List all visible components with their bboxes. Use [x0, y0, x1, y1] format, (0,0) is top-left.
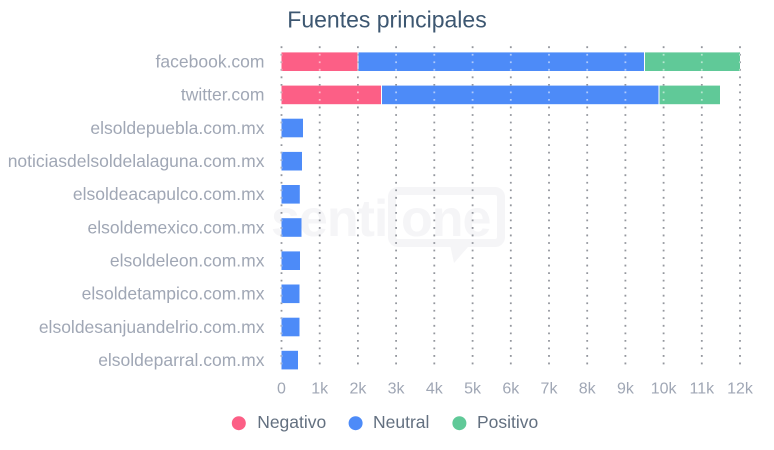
svg-text:elsoldesanjuandelrio.com.mx: elsoldesanjuandelrio.com.mx: [39, 317, 265, 337]
svg-text:Fuentes principales: Fuentes principales: [287, 6, 486, 32]
svg-text:elsoldeparral.com.mx: elsoldeparral.com.mx: [98, 350, 265, 370]
svg-text:8k: 8k: [579, 381, 597, 398]
svg-text:1k: 1k: [311, 381, 329, 398]
svg-text:Positivo: Positivo: [477, 412, 538, 432]
svg-text:Neutral: Neutral: [373, 412, 429, 432]
svg-text:5k: 5k: [464, 381, 482, 398]
svg-text:elsoldepuebla.com.mx: elsoldepuebla.com.mx: [90, 118, 264, 138]
svg-text:elsoldeacapulco.com.mx: elsoldeacapulco.com.mx: [73, 184, 265, 204]
svg-text:elsoldeleon.com.mx: elsoldeleon.com.mx: [110, 251, 265, 271]
svg-text:one: one: [401, 190, 491, 248]
svg-text:4k: 4k: [426, 381, 444, 398]
svg-text:elsoldemexico.com.mx: elsoldemexico.com.mx: [88, 217, 265, 237]
svg-text:twitter.com: twitter.com: [181, 85, 265, 105]
svg-text:6k: 6k: [502, 381, 520, 398]
svg-text:facebook.com: facebook.com: [156, 52, 265, 72]
svg-text:12k: 12k: [727, 381, 754, 398]
svg-text:9k: 9k: [617, 381, 635, 398]
svg-text:0: 0: [277, 381, 286, 398]
svg-text:10k: 10k: [651, 381, 678, 398]
svg-text:11k: 11k: [689, 381, 715, 398]
svg-text:elsoldetampico.com.mx: elsoldetampico.com.mx: [82, 284, 265, 304]
svg-text:7k: 7k: [541, 381, 559, 398]
svg-text:3k: 3k: [388, 381, 406, 398]
svg-text:2k: 2k: [349, 381, 367, 398]
svg-text:Negativo: Negativo: [257, 412, 326, 432]
svg-text:noticiasdelsoldelalaguna.com.m: noticiasdelsoldelalaguna.com.mx: [8, 151, 265, 171]
